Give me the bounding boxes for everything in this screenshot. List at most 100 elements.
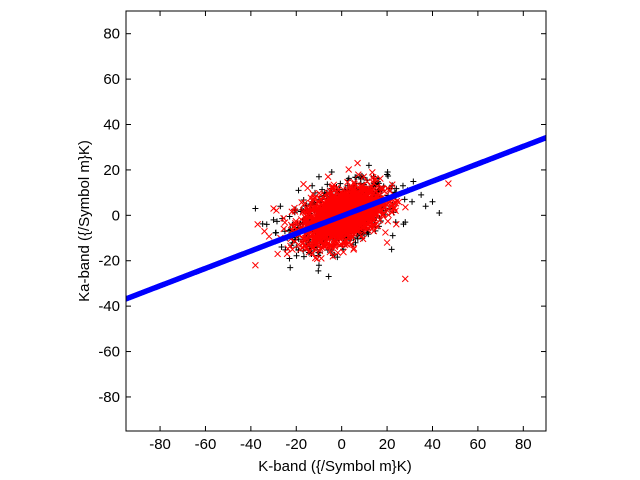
data-point: [393, 197, 401, 205]
data-point: [311, 215, 319, 223]
data-point: [402, 203, 409, 211]
data-point: [304, 184, 311, 192]
data-point: [300, 201, 307, 208]
data-point: [284, 245, 292, 252]
data-point: [349, 234, 356, 241]
data-point: [388, 246, 395, 253]
data-point: [307, 242, 315, 250]
data-point: [339, 204, 346, 211]
data-point: [310, 204, 317, 211]
data-point: [317, 197, 325, 204]
data-point: [261, 227, 268, 235]
data-point: [376, 185, 384, 192]
data-point: [350, 179, 358, 186]
data-point: [321, 191, 328, 199]
y-tick-label: -60: [98, 344, 120, 361]
x-tick-label: -80: [149, 436, 171, 453]
data-point: [317, 255, 325, 262]
data-point: [346, 225, 354, 233]
data-point: [315, 267, 322, 274]
data-point: [401, 275, 409, 283]
data-point: [343, 237, 350, 245]
data-point: [310, 195, 317, 203]
data-point: [387, 203, 395, 211]
data-point: [328, 244, 336, 251]
data-point: [386, 187, 394, 195]
data-point: [319, 241, 327, 249]
data-point: [384, 171, 391, 178]
data-point: [418, 191, 425, 198]
data-point: [328, 168, 335, 175]
data-point: [329, 227, 337, 234]
data-point: [280, 225, 288, 233]
data-point: [328, 203, 336, 211]
data-point: [360, 228, 367, 235]
data-point: [317, 203, 324, 211]
data-point: [385, 211, 392, 219]
data-point: [270, 216, 277, 223]
data-point: [334, 188, 341, 195]
data-point: [281, 228, 288, 235]
data-point: [368, 169, 376, 176]
data-point: [259, 220, 266, 227]
data-point: [329, 252, 337, 260]
data-point: [352, 214, 359, 221]
fit-line-point: [543, 134, 546, 141]
data-point: [368, 213, 376, 220]
y-tick-label: 80: [103, 26, 120, 43]
data-point: [354, 159, 361, 167]
data-point: [376, 216, 384, 224]
data-point: [422, 203, 429, 210]
data-point: [302, 215, 310, 223]
data-point: [254, 221, 262, 228]
data-point: [315, 173, 322, 180]
data-point: [334, 198, 342, 206]
data-point: [329, 184, 337, 192]
data-point: [335, 234, 342, 241]
data-point: [358, 232, 365, 240]
x-axis-label: K-band ({/Symbol m}K): [258, 458, 411, 475]
data-point: [311, 240, 319, 248]
plot-frame: [125, 10, 547, 432]
data-point: [385, 186, 393, 194]
data-point: [312, 246, 319, 253]
data-point: [370, 217, 377, 225]
data-point: [359, 185, 366, 192]
data-point: [342, 203, 349, 211]
data-point: [365, 162, 372, 169]
data-point: [363, 178, 371, 185]
data-point: [300, 253, 307, 260]
y-tick-label: 0: [112, 207, 120, 224]
data-point: [343, 186, 351, 193]
data-point: [392, 220, 400, 228]
data-point: [383, 239, 391, 246]
data-point: [329, 201, 337, 209]
x-tick-label: 0: [338, 436, 346, 453]
data-point: [345, 201, 353, 209]
data-point: [287, 264, 294, 271]
data-point: [324, 181, 331, 188]
data-point: [345, 166, 353, 173]
x-tick-label: 20: [379, 436, 396, 453]
data-point: [283, 250, 291, 258]
data-point: [344, 178, 351, 186]
data-point: [299, 244, 307, 251]
data-point: [320, 209, 328, 216]
data-point: [295, 187, 302, 194]
data-point: [315, 262, 322, 269]
y-tick-label: 60: [103, 71, 120, 88]
x-tick-label: 60: [470, 436, 487, 453]
data-point: [341, 218, 349, 226]
data-point: [384, 217, 392, 225]
data-point: [281, 219, 289, 226]
data-point: [272, 229, 279, 236]
data-point: [293, 252, 300, 259]
data-point: [429, 198, 436, 205]
data-point: [280, 214, 287, 222]
data-point: [356, 215, 363, 223]
data-point: [327, 189, 335, 196]
data-point: [382, 229, 389, 236]
data-point: [343, 223, 351, 231]
data-point: [388, 209, 396, 216]
data-point: [324, 173, 332, 181]
